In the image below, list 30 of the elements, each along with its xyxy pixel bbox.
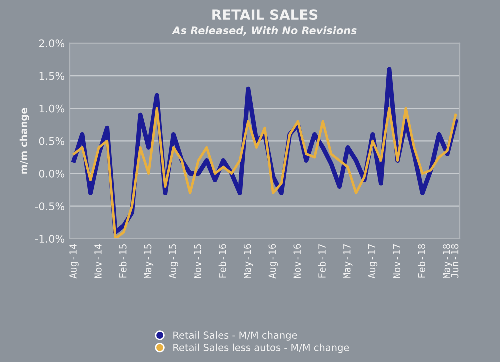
y-tick-label: 2.0% [39, 40, 65, 48]
y-tick-label: 1.0% [40, 104, 65, 113]
y-tick-label: -1.0% [35, 235, 65, 244]
x-tick-label: Nov-15 [194, 244, 202, 278]
legend-label: Retail Sales - M/M change [174, 332, 298, 341]
x-tick-label: Jun-18 [451, 244, 459, 278]
x-tick-label: Aug-16 [268, 244, 278, 279]
x-tick-label: May-15 [144, 244, 154, 278]
x-tick-label: Nov-16 [294, 244, 302, 278]
legend-label: Retail Sales less autos - M/M change [174, 344, 350, 354]
y-tick-label: 1.5% [40, 72, 65, 80]
line-series [72, 107, 458, 239]
x-tick-label: Feb-18 [418, 244, 426, 278]
y-tick-label: 0.5% [39, 137, 65, 146]
x-tick-label: May-16 [244, 244, 254, 278]
x-tick-label: Feb-15 [119, 244, 127, 278]
y-tick-label: 0.0% [39, 170, 65, 178]
x-tick-label: Aug-14 [70, 244, 79, 279]
chart-subtitle: As Released, With No Revisions [172, 26, 357, 36]
x-tick-label: Feb-16 [218, 244, 226, 278]
x-tick-label: Feb-17 [318, 244, 326, 278]
chart-title: RETAIL SALES [212, 10, 318, 20]
x-tick-label: Nov-17 [393, 244, 401, 278]
x-tick-label: May-18 [443, 244, 452, 278]
x-tick-label: Aug-17 [368, 244, 378, 279]
y-tick-label: -0.5% [35, 202, 65, 210]
x-tick-label: May-17 [344, 244, 353, 278]
y-axis-title: m/m change [20, 108, 30, 174]
x-tick-label: Nov-14 [94, 244, 102, 278]
x-tick-label: Aug-15 [169, 244, 178, 279]
